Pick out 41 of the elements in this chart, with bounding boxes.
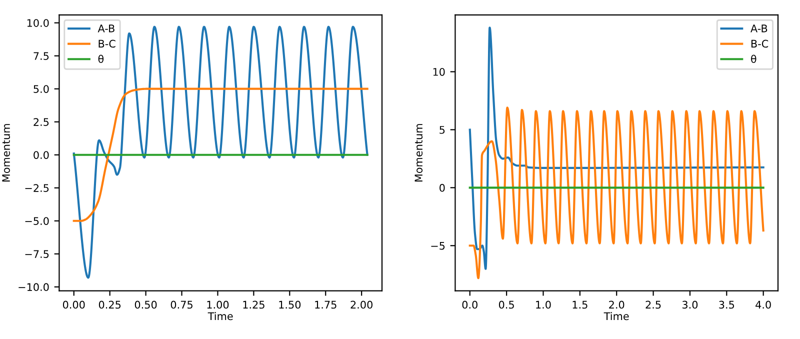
x-tick-label: 3.0 <box>682 300 698 309</box>
x-tick-label: 1.25 <box>243 300 264 309</box>
y-axis-title: Momentum <box>2 124 10 182</box>
legend-label: A-B <box>750 24 768 32</box>
x-tick-label: 1.0 <box>536 300 551 309</box>
y-tick-label: −2.5 <box>25 184 49 192</box>
x-tick-label: 2.0 <box>609 300 624 309</box>
x-axis-title: Time <box>604 312 629 320</box>
y-tick-label: 10 <box>433 68 445 76</box>
x-tick-label: 2.00 <box>350 300 372 309</box>
x-tick-label: 1.5 <box>572 300 588 309</box>
legend-label: A-B <box>98 24 114 32</box>
x-tick-label: 0.00 <box>62 300 85 309</box>
legend-label: θ <box>98 54 104 63</box>
y-tick-label: 2.5 <box>34 118 49 126</box>
legend-label: θ <box>751 54 756 63</box>
x-tick-label: 0.0 <box>462 300 478 309</box>
x-tick-label: 1.00 <box>207 300 229 309</box>
y-tick-label: −5 <box>431 242 445 250</box>
legend-label: B-C <box>751 40 768 48</box>
x-tick-label: 2.5 <box>646 300 661 309</box>
y-axis-title: Momentum <box>414 124 423 182</box>
x-tick-label: 0.25 <box>98 300 121 309</box>
x-axis-title: Time <box>208 312 233 320</box>
y-tick-label: 5 <box>440 126 445 134</box>
y-tick-label: 5.0 <box>34 85 49 93</box>
y-tick-label: 10.0 <box>27 19 49 27</box>
x-tick-label: 1.75 <box>315 300 336 309</box>
y-tick-label: 7.5 <box>34 52 49 60</box>
y-tick-label: 0.0 <box>34 151 49 159</box>
y-tick-label: −5.0 <box>25 217 49 225</box>
x-tick-label: 3.5 <box>719 300 734 309</box>
x-tick-label: 0.50 <box>134 300 157 309</box>
x-tick-label: 0.75 <box>170 300 192 309</box>
y-tick-label: 0 <box>440 184 445 192</box>
legend-label: B-C <box>98 40 116 48</box>
x-tick-label: 4.0 <box>756 300 771 309</box>
x-tick-label: 1.50 <box>279 300 301 309</box>
y-tick-label: −7.5 <box>25 250 49 258</box>
x-tick-label: 0.5 <box>498 300 514 309</box>
y-tick-label: −10.0 <box>18 283 49 292</box>
